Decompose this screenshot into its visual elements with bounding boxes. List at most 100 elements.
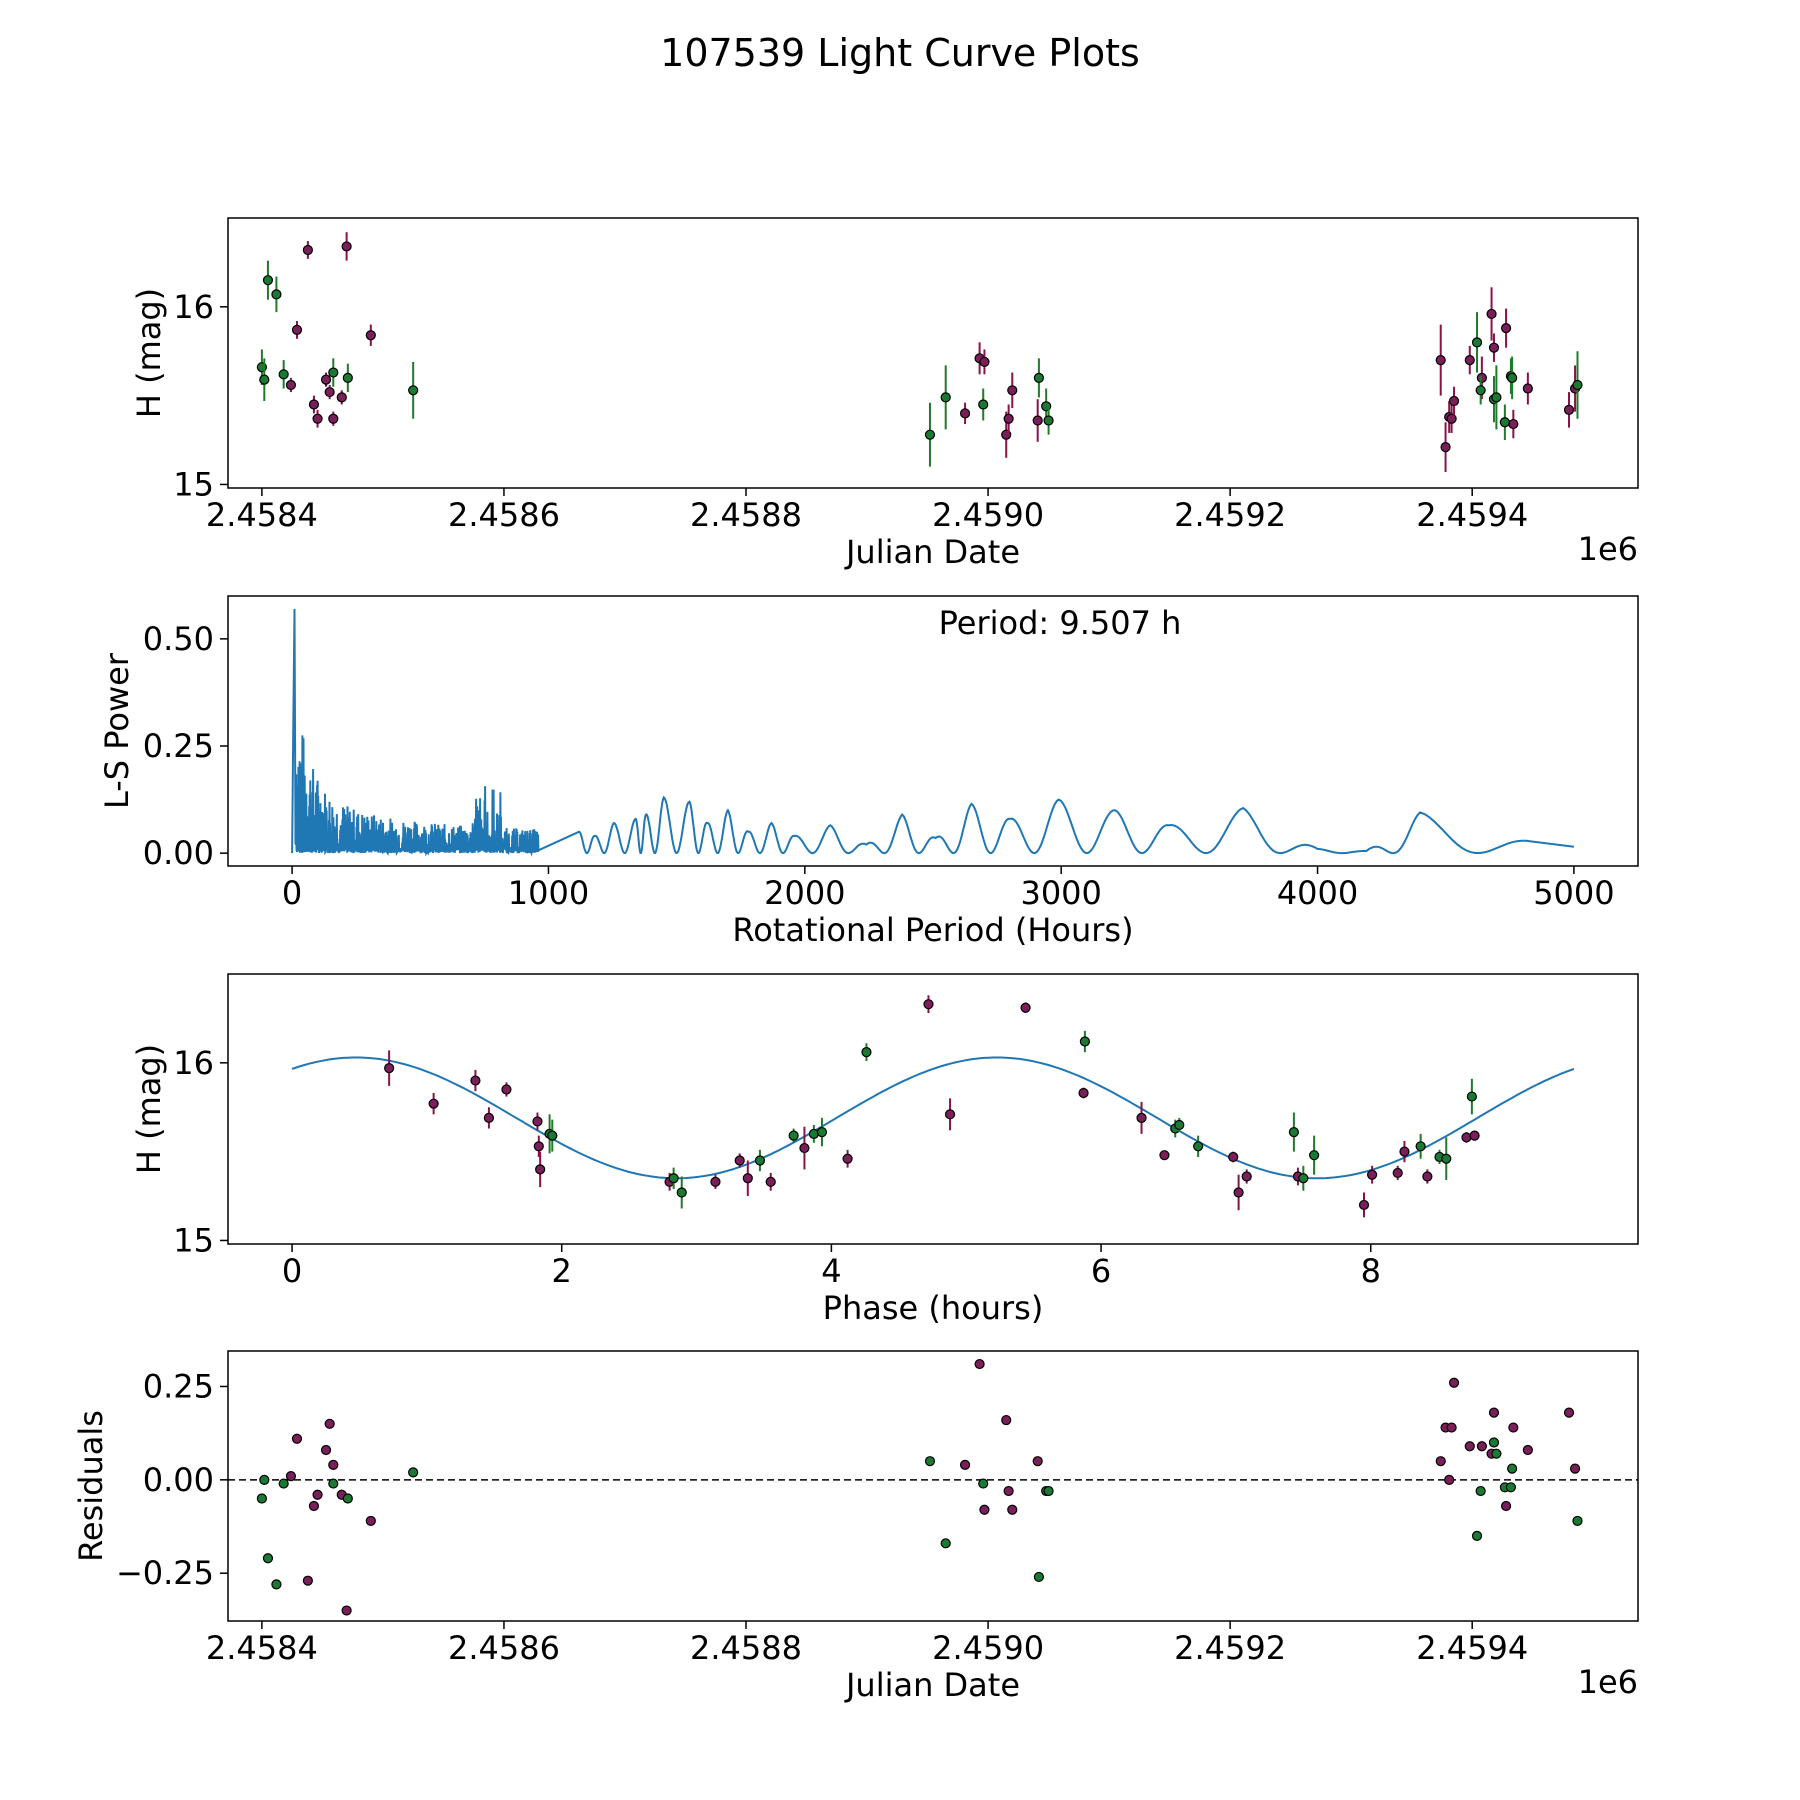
phased-point-filter-magenta [765,1176,776,1187]
periodogram-annotation: Period: 9.507 h [939,604,1182,642]
phased-point-filter-magenta [842,1153,853,1164]
lightcurve-point-filter-green [1043,415,1054,426]
lightcurve-point-filter-magenta [1508,418,1519,430]
lightcurve-point-filter-magenta [1500,323,1512,334]
lightcurve-offset-text: 1e6 [1578,530,1638,568]
phased-ytick-label: 15 [173,1221,214,1259]
residuals-point-filter-green [278,1478,289,1489]
lightcurve-point-filter-green [1507,372,1518,383]
phased-point-filter-magenta [1366,1169,1378,1180]
lightcurve-point-filter-green [262,275,274,286]
periodogram-chart: 0 1000 2000 3000 4000 5000 0.00 0.25 0.50 Period… [98,595,1639,949]
lightcurve-point-filter-magenta [1440,442,1451,453]
periodogram-ytick-label: 0.25 [143,727,214,765]
residuals-ytick-label: −0.25 [116,1554,214,1592]
residuals-point-filter-magenta [308,1500,320,1512]
lightcurve-point-filter-magenta [1448,395,1460,407]
lightcurve-point-filter-magenta [285,379,297,391]
phased-xtick-label: 0 [282,1252,302,1290]
lightcurve-point-filter-magenta [365,330,376,341]
phased-point-filter-magenta [1078,1087,1089,1099]
residuals-point-filter-magenta [1448,1377,1460,1388]
periodogram-xtick-label: 1000 [508,874,589,912]
lightcurve-frame [227,217,1639,489]
residuals-point-filter-magenta [1007,1504,1018,1515]
lightcurve-point-filter-magenta [1007,385,1018,396]
phased-point-filter-green [676,1187,687,1198]
phased-point-filter-green [1415,1141,1426,1152]
residuals-point-filter-magenta [1569,1463,1581,1474]
residuals-point-filter-green [940,1538,951,1549]
residuals-point-filter-green [1043,1485,1054,1497]
residuals-point-filter-green [256,1493,267,1504]
lightcurve-point-filter-magenta [1563,404,1575,415]
residuals-point-filter-magenta [302,1575,313,1586]
residuals-point-filter-magenta [285,1471,297,1482]
lightcurve-chart: 2.4584 2.4586 2.4588 2.4590 2.4592 2.4594 15 16… [130,217,1639,571]
phased-point-filter-magenta [1020,1002,1031,1013]
lightcurve-point-filter-green [342,372,353,383]
residuals-ylabel: Residuals [72,1410,110,1562]
residuals-point-filter-green [978,1478,989,1489]
lightcurve-point-filter-magenta [1003,413,1014,424]
phased-point-filter-magenta [428,1098,439,1109]
phased-point-filter-magenta [483,1112,495,1123]
residuals-point-filter-magenta [1500,1500,1512,1512]
phased-point-filter-green [668,1173,679,1184]
residuals-frame [227,1350,1639,1622]
phased-xtick-label: 4 [821,1252,841,1290]
lightcurve-point-filter-green [1572,379,1583,391]
residuals-point-filter-magenta [1446,1422,1457,1433]
phased-point-filter-magenta [710,1176,721,1187]
residuals-chart: 2.4584 2.4586 2.4588 2.4590 2.4592 2.4594 −0.2… [72,1350,1639,1704]
phased-point-filter-green [754,1155,766,1166]
phased-point-filter-magenta [1358,1199,1370,1211]
residuals-point-filter-magenta [1563,1407,1575,1418]
phased-point-filter-magenta [1399,1146,1410,1157]
phased-xtick-label: 8 [1361,1252,1381,1290]
residuals-ytick-label: 0.25 [143,1367,214,1405]
residuals-point-filter-green [262,1553,274,1564]
lightcurve-point-filter-green [259,374,270,385]
figure-title: 107539 Light Curve Plots [660,31,1140,75]
lightcurve-point-filter-green [278,369,289,380]
residuals-point-filter-green [1471,1530,1483,1541]
residuals-point-filter-green [1033,1571,1045,1583]
phased-point-filter-magenta [384,1063,395,1074]
residuals-point-filter-green [1488,1437,1500,1448]
lightcurve-point-filter-magenta [1435,355,1446,366]
phased-point-filter-green [547,1130,558,1141]
residuals-point-filter-green [1572,1515,1583,1527]
phased-point-filter-magenta [1233,1187,1244,1198]
lightcurve-point-filter-green [408,385,419,396]
periodogram-ytick-label: 0.50 [143,620,214,658]
residuals-xtick-label: 2.4588 [690,1629,802,1667]
residuals-point-filter-magenta [328,1459,339,1471]
phased-point-filter-magenta [533,1141,544,1152]
phased-point-filter-magenta [1136,1112,1147,1123]
residuals-point-filter-green [1505,1482,1517,1493]
phased-point-filter-magenta [1422,1171,1433,1182]
phased-point-filter-magenta [799,1142,810,1154]
phased-point-filter-green [788,1130,799,1141]
phased-chart: 0 2 4 6 8 15 16 Phase (hours) H (mag) [130,973,1639,1327]
phased-point-filter-green [1174,1119,1185,1131]
residuals-xtick-label: 2.4592 [1174,1629,1286,1667]
phased-point-filter-magenta [1241,1171,1252,1182]
residuals-point-filter-green [342,1493,353,1504]
phased-point-filter-green [1309,1150,1320,1161]
periodogram-frame [227,595,1639,867]
lightcurve-point-filter-magenta [1032,415,1043,426]
periodogram-xtick-label: 0 [282,874,302,912]
lightcurve-ytick-label: 15 [173,465,214,503]
lightcurve-point-filter-magenta [341,241,352,252]
residuals-point-filter-magenta [324,1418,335,1429]
residuals-offset-text: 1e6 [1578,1663,1638,1701]
residuals-point-filter-magenta [1508,1422,1519,1433]
residuals-xlabel: Julian Date [844,1666,1020,1704]
residuals-point-filter-magenta [1003,1485,1014,1497]
phased-point-filter-magenta [470,1075,481,1086]
residuals-xtick-label: 2.4584 [206,1629,318,1667]
residuals-point-filter-green [271,1579,282,1590]
lightcurve-point-filter-green [1499,417,1510,428]
